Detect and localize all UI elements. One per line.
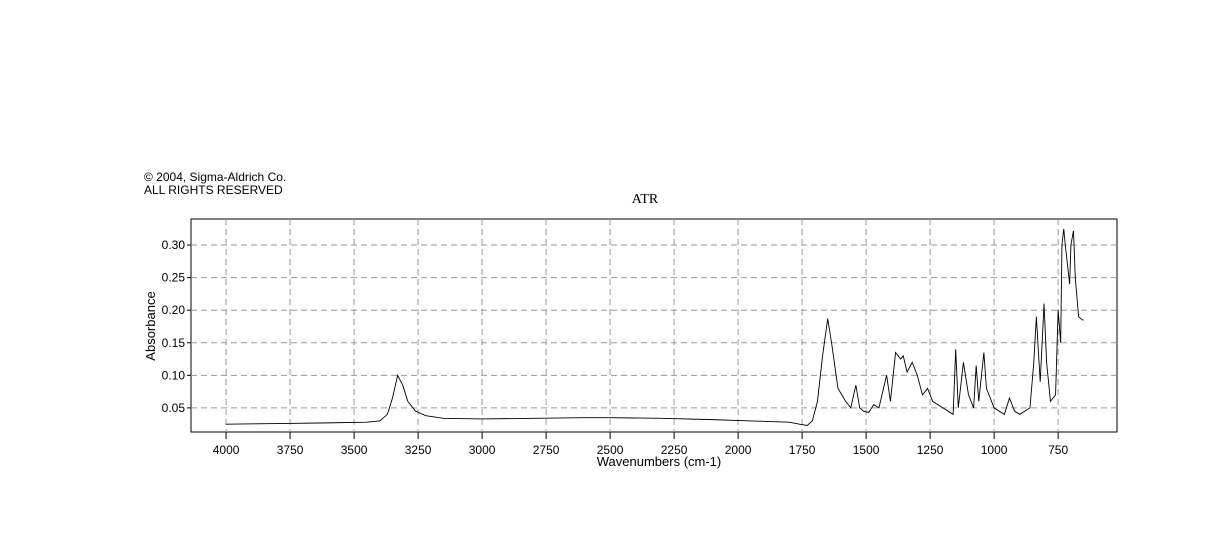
chart-title: ATR — [632, 192, 659, 207]
x-tick-label: 1750 — [789, 443, 816, 457]
x-tick-label: 3250 — [405, 443, 432, 457]
x-tick-label: 2250 — [661, 443, 688, 457]
x-tick-label: 4000 — [213, 443, 240, 457]
x-tick-label: 1000 — [981, 443, 1008, 457]
y-tick-label: 0.10 — [162, 368, 186, 382]
x-tick-label: 750 — [1048, 443, 1068, 457]
spectrum-line — [226, 228, 1084, 426]
y-tick-label: 0.05 — [162, 401, 186, 415]
y-tick-label: 0.30 — [162, 238, 186, 252]
y-tick-label: 0.25 — [162, 271, 186, 285]
y-tick-label: 0.20 — [162, 303, 186, 317]
x-tick-label: 1250 — [917, 443, 944, 457]
plot-frame — [190, 218, 1118, 433]
x-axis-label: Wavenumbers (cm-1) — [597, 454, 721, 469]
rights: ALL RIGHTS RESERVED — [144, 183, 283, 197]
y-tick-label: 0.15 — [162, 336, 186, 350]
y-axis-label: Absorbance — [143, 291, 158, 360]
x-tick-label: 2750 — [533, 443, 560, 457]
x-tick-label: 3000 — [469, 443, 496, 457]
x-tick-label: 3500 — [341, 443, 368, 457]
copyright: © 2004, Sigma-Aldrich Co. — [144, 170, 286, 184]
x-tick-label: 3750 — [277, 443, 304, 457]
x-tick-label: 2000 — [725, 443, 752, 457]
x-tick-label: 2500 — [597, 443, 624, 457]
x-tick-label: 1500 — [853, 443, 880, 457]
